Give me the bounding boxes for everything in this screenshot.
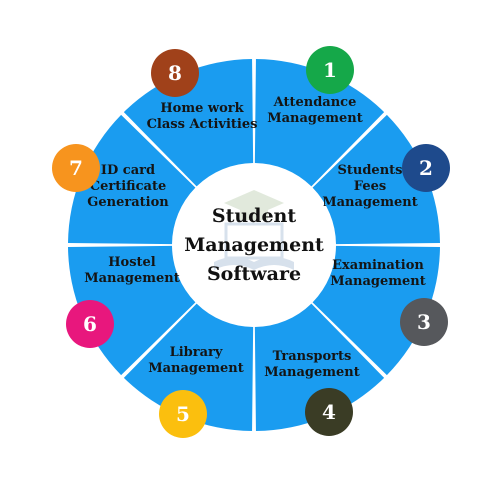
number-badge-4: 4 [305,388,353,436]
number-badge-text-7: 7 [69,156,83,180]
segment-8-label-line-1: Home work [160,101,244,116]
segment-2-label-line-1: Students [338,163,403,178]
center-disc [174,165,334,325]
number-badge-1: 1 [306,46,354,94]
segment-7-label-line-1: ID card [101,163,155,178]
segment-wedge-7 [68,114,196,245]
center-title-line-1: Student [212,205,296,227]
segment-5-label-line-1: Library [170,345,223,360]
segment-wedge-1 [254,59,385,187]
number-badge-circle-7 [52,144,100,192]
number-badge-circle-2 [402,144,450,192]
number-badge-text-8: 8 [168,61,182,85]
number-badge-7: 7 [52,144,100,192]
number-badge-circle-5 [159,390,207,438]
badges-layer: 1 2 3 4 5 6 7 8 [52,46,450,438]
center-title-line-3: Software [207,263,301,285]
segment-7-label-line-2: Certificate [90,179,166,194]
segment-1-label-line-1: Attendance [273,95,357,110]
number-badge-circle-3 [400,298,448,346]
segment-7-label-line-3: Generation [87,195,169,210]
number-badge-text-2: 2 [419,156,433,180]
segment-2-label-line-2: Fees [354,179,386,194]
number-badge-5: 5 [159,390,207,438]
segment-4-label-line-1: Transports [273,349,352,364]
segment-2-label-line-3: Management [322,195,418,210]
center-title: Student Management Software [184,205,324,285]
number-badge-circle-4 [305,388,353,436]
segment-wedge-5 [123,303,254,431]
segment-wedge-8 [123,59,254,187]
segment-6-label-line-2: Management [84,271,180,286]
segment-wedge-3 [312,245,440,376]
segment-1-label-line-2: Management [267,111,363,126]
segment-wedge-4 [254,303,385,431]
number-badge-text-5: 5 [176,402,190,426]
graduation-cap-icon [214,190,294,270]
number-badge-circle-6 [66,300,114,348]
segment-4-label-line-2: Management [264,365,360,380]
number-badge-text-4: 4 [322,400,336,424]
center-title-line-2: Management [184,234,324,256]
segment-3-label-line-2: Management [330,274,426,289]
number-badge-3: 3 [400,298,448,346]
number-badge-text-1: 1 [323,58,337,82]
number-badge-8: 8 [151,49,199,97]
number-badge-text-6: 6 [83,312,97,336]
number-badge-2: 2 [402,144,450,192]
segment-wedge-2 [312,114,440,245]
number-badge-6: 6 [66,300,114,348]
segment-8-label-line-2: Class Activities [147,117,258,132]
number-badge-circle-1 [306,46,354,94]
segment-6-label-line-1: Hostel [108,255,156,270]
segment-3-label-line-1: Examination [332,258,424,273]
number-badge-text-3: 3 [417,310,431,334]
segment-5-label-line-2: Management [148,361,244,376]
number-badge-circle-8 [151,49,199,97]
